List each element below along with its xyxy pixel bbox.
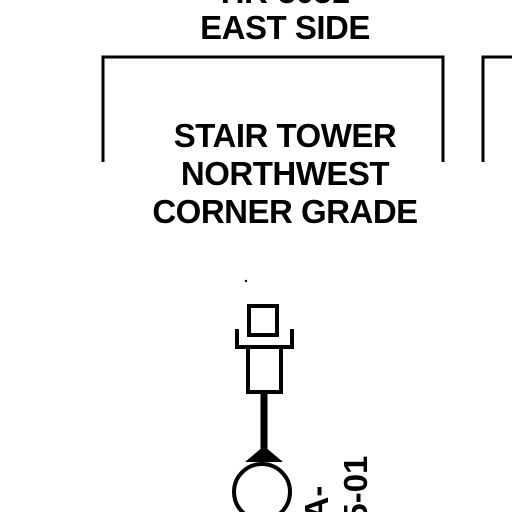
stray-dot (244, 279, 248, 283)
valve-bracket (235, 329, 294, 349)
valve-top-square (247, 304, 279, 337)
valve-body (246, 345, 283, 394)
header-east-side: EAST SIDE (200, 9, 370, 46)
header-reference-partial: HR-5051 (160, 0, 410, 11)
valve-symbol (235, 304, 294, 394)
valve-arrowhead (245, 446, 283, 462)
label-line-1: STAIR TOWER (173, 117, 397, 154)
label-bracket (101, 55, 445, 162)
label-line-2: NORTHWEST (180, 155, 390, 192)
label-line-3: CORNER GRADE (152, 193, 418, 230)
tag-line-1: VA- (298, 486, 335, 512)
adjacent-bracket (481, 55, 512, 162)
valve-circle (232, 462, 292, 512)
tag-line-2: 25-01 (337, 455, 374, 512)
